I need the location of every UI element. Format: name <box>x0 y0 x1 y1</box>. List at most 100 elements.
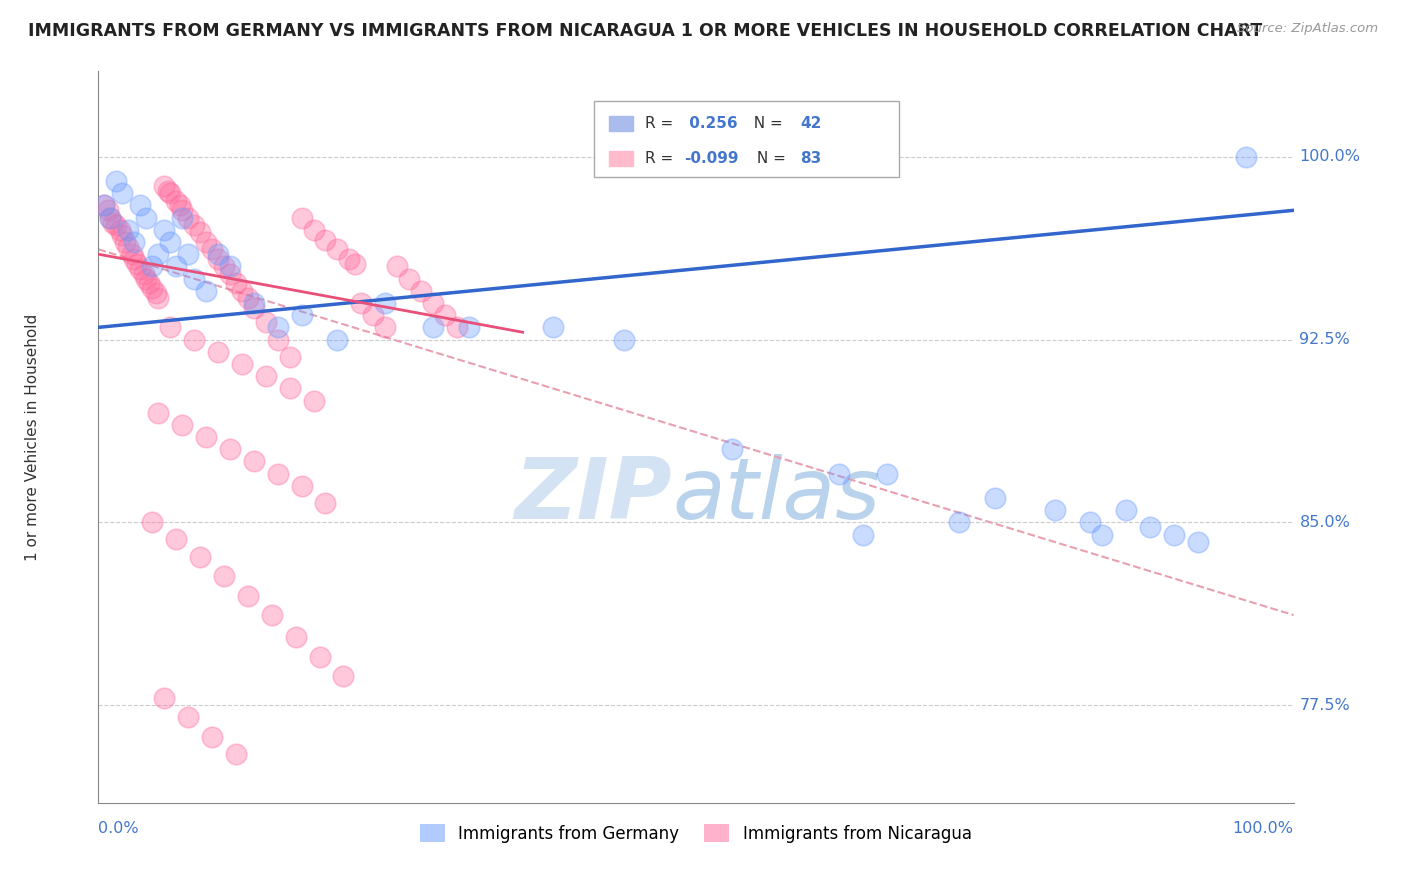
Point <box>97 203 120 218</box>
Point <box>541 320 564 334</box>
Point <box>195 430 218 444</box>
Point <box>135 271 157 285</box>
Point <box>111 186 134 201</box>
Point <box>201 243 224 257</box>
Text: Source: ZipAtlas.com: Source: ZipAtlas.com <box>1237 22 1378 36</box>
Point <box>267 333 290 347</box>
Point <box>148 291 170 305</box>
Point <box>153 690 176 705</box>
Point <box>219 267 242 281</box>
Point <box>212 260 235 274</box>
Point <box>1091 527 1114 541</box>
Point <box>267 320 290 334</box>
Point <box>177 211 200 225</box>
Point <box>291 308 314 322</box>
Legend: Immigrants from Germany, Immigrants from Nicaragua: Immigrants from Germany, Immigrants from… <box>413 818 979 849</box>
Point <box>165 194 187 208</box>
Point <box>165 533 187 547</box>
Point <box>108 223 131 237</box>
Text: N =: N = <box>744 116 787 131</box>
Point <box>446 320 468 334</box>
Point <box>141 516 163 530</box>
Point <box>1080 516 1102 530</box>
Point <box>201 730 224 744</box>
Text: 100.0%: 100.0% <box>1299 149 1361 164</box>
Point <box>308 649 330 664</box>
Point <box>374 296 396 310</box>
Point <box>114 235 136 249</box>
Point <box>1187 535 1209 549</box>
Point <box>225 277 247 291</box>
Point <box>302 223 325 237</box>
Point <box>183 333 205 347</box>
Point <box>105 174 128 188</box>
Point <box>350 296 373 310</box>
Text: 83: 83 <box>800 151 821 166</box>
Text: 0.256: 0.256 <box>685 116 738 131</box>
Point <box>172 417 194 432</box>
Text: 85.0%: 85.0% <box>1299 515 1350 530</box>
Point <box>852 527 875 541</box>
Point <box>326 243 349 257</box>
Point <box>434 308 457 322</box>
Point <box>984 491 1007 505</box>
Point <box>828 467 851 481</box>
Point <box>124 235 146 249</box>
Point <box>156 184 179 198</box>
Point <box>243 454 266 468</box>
Point <box>243 301 266 315</box>
Text: N =: N = <box>752 151 792 166</box>
Point <box>1163 527 1185 541</box>
Point <box>172 203 194 218</box>
Point <box>302 393 325 408</box>
Text: 92.5%: 92.5% <box>1299 332 1350 347</box>
Point <box>125 257 148 271</box>
Point <box>148 406 170 420</box>
Point <box>93 198 115 212</box>
Point <box>398 271 420 285</box>
Point <box>132 267 155 281</box>
Point <box>153 178 176 193</box>
Point <box>411 284 433 298</box>
Point <box>183 218 205 232</box>
Point <box>129 198 152 212</box>
Point <box>207 252 229 266</box>
Point <box>172 211 194 225</box>
Point <box>141 260 163 274</box>
Point <box>219 260 242 274</box>
Text: R =: R = <box>644 116 678 131</box>
Point <box>613 333 636 347</box>
Point <box>254 369 277 384</box>
Point <box>422 320 444 334</box>
Point <box>159 320 181 334</box>
Point <box>1139 520 1161 534</box>
Point <box>326 333 349 347</box>
Point <box>231 284 253 298</box>
Point <box>129 261 152 276</box>
Point <box>332 669 354 683</box>
Point <box>948 516 970 530</box>
Point <box>207 247 229 261</box>
Point <box>876 467 898 481</box>
Point <box>177 710 200 724</box>
Point <box>212 569 235 583</box>
Point <box>121 247 143 261</box>
Text: 1 or more Vehicles in Household: 1 or more Vehicles in Household <box>25 313 41 561</box>
Point <box>260 608 283 623</box>
Point <box>339 252 361 266</box>
Point <box>422 296 444 310</box>
Point <box>153 223 176 237</box>
Point <box>284 630 307 644</box>
Point <box>1043 503 1066 517</box>
Point <box>315 496 337 510</box>
Point <box>165 260 187 274</box>
Point <box>1115 503 1137 517</box>
Point <box>135 211 157 225</box>
Point <box>145 286 167 301</box>
Point <box>188 549 211 564</box>
Text: R =: R = <box>644 151 678 166</box>
Point <box>111 227 134 242</box>
Point <box>169 198 191 212</box>
Point <box>148 247 170 261</box>
Point <box>93 198 115 212</box>
